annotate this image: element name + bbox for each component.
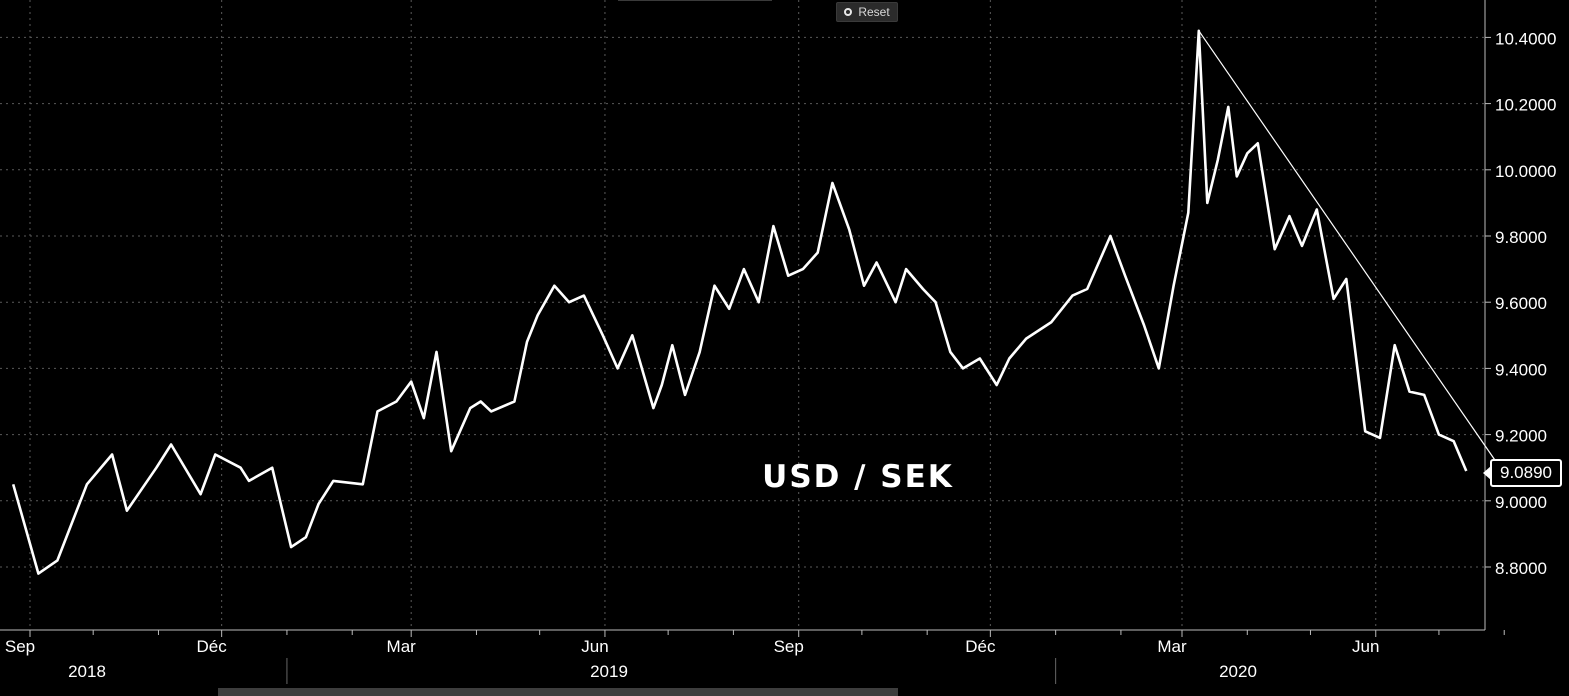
x-tick-label: Sep: [774, 637, 804, 656]
y-tick-label: 10.2000: [1495, 96, 1556, 115]
x-tick-label: Jun: [581, 637, 608, 656]
y-tick-label: 9.4000: [1495, 360, 1547, 379]
x-tick-label: Déc: [965, 637, 996, 656]
top-separator: [618, 0, 772, 1]
axis-labels: 8.8000 9.0000 9.2000 9.4000 9.6000 9.8000 10.0…: [5, 29, 1557, 681]
year-label: 2020: [1219, 662, 1257, 681]
price-line: [11, 29, 1468, 575]
y-tick-label: 10.0000: [1495, 162, 1556, 181]
chart-title: USD / SEK: [762, 459, 954, 495]
x-tick-label: Déc: [197, 637, 228, 656]
radio-dot-icon: [844, 8, 853, 16]
reset-button[interactable]: Reset: [836, 2, 898, 22]
y-tick-label: 9.0000: [1495, 493, 1547, 512]
series-marks: [11, 29, 1499, 575]
reset-button-label: Reset: [858, 5, 890, 19]
horizontal-scrollbar[interactable]: [218, 688, 898, 696]
axes: [0, 0, 1505, 684]
y-tick-label: 9.2000: [1495, 427, 1547, 446]
last-value-badge: 9.0890: [1483, 459, 1562, 487]
y-tick-label: 9.6000: [1495, 294, 1547, 313]
y-tick-label: 8.8000: [1495, 559, 1547, 578]
y-tick-label: 9.8000: [1495, 228, 1547, 247]
grid: [0, 0, 1485, 630]
x-tick-label: Mar: [1157, 637, 1187, 656]
trend-line: [1198, 30, 1499, 465]
y-tick-label: 10.4000: [1495, 29, 1556, 48]
year-label: 2018: [68, 662, 106, 681]
x-tick-label: Jun: [1352, 637, 1379, 656]
x-tick-label: Sep: [5, 637, 35, 656]
x-tick-label: Mar: [387, 637, 417, 656]
year-label: 2019: [590, 662, 628, 681]
